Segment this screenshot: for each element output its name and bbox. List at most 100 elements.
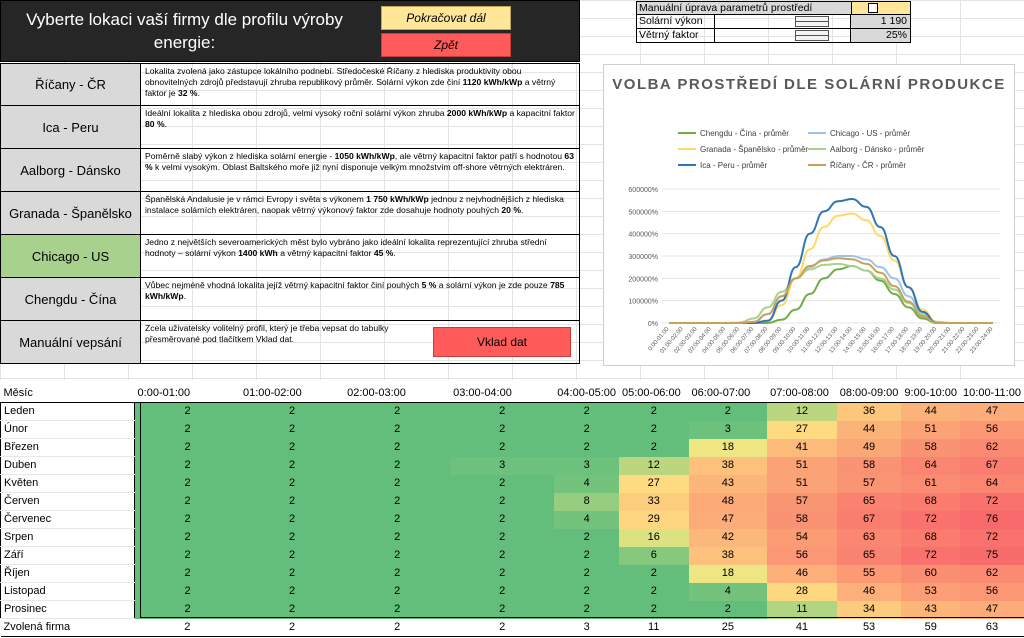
value-cell[interactable]: 68 xyxy=(901,528,961,547)
value-cell[interactable]: 2 xyxy=(450,528,555,547)
value-cell[interactable]: 6 xyxy=(619,546,689,565)
value-cell[interactable]: 4 xyxy=(554,510,619,529)
value-cell[interactable]: 2 xyxy=(134,492,240,511)
location-button[interactable]: Aalborg - Dánsko xyxy=(1,149,141,191)
value-cell[interactable]: 2 xyxy=(554,600,619,619)
value-cell[interactable]: 63 xyxy=(836,528,902,547)
month-cell[interactable]: Květen xyxy=(0,474,136,493)
value-cell[interactable]: 2 xyxy=(450,420,555,439)
value-cell[interactable]: 2 xyxy=(450,564,555,583)
value-cell[interactable]: 72 xyxy=(901,546,961,565)
value-cell[interactable]: 53 xyxy=(901,582,961,601)
value-cell[interactable]: 16 xyxy=(619,528,689,547)
value-cell[interactable]: 2 xyxy=(619,564,689,583)
value-cell[interactable]: 2 xyxy=(554,546,619,565)
value-cell[interactable]: 3 xyxy=(554,456,619,475)
value-cell[interactable]: 57 xyxy=(767,492,837,511)
value-cell[interactable]: 2 xyxy=(554,402,619,421)
value-cell[interactable]: 27 xyxy=(619,474,689,493)
location-button[interactable]: Granada - Španělsko xyxy=(1,192,141,234)
value-cell[interactable]: 2 xyxy=(554,438,619,457)
value-cell[interactable]: 2 xyxy=(619,582,689,601)
value-cell[interactable]: 2 xyxy=(239,402,345,421)
value-cell[interactable]: 2 xyxy=(239,582,345,601)
value-cell[interactable]: 2 xyxy=(344,474,451,493)
value-cell[interactable]: 56 xyxy=(960,582,1024,601)
wind-factor-spinner[interactable] xyxy=(795,30,829,41)
value-cell[interactable]: 12 xyxy=(767,402,837,421)
value-cell[interactable]: 51 xyxy=(901,420,961,439)
month-cell[interactable]: Listopad xyxy=(0,582,136,601)
value-cell[interactable]: 2 xyxy=(450,582,555,601)
value-cell[interactable]: 2 xyxy=(134,438,240,457)
month-cell[interactable]: Říjen xyxy=(0,564,136,583)
month-cell[interactable]: Duben xyxy=(0,456,136,475)
value-cell[interactable]: 42 xyxy=(688,528,768,547)
value-cell[interactable]: 72 xyxy=(960,528,1024,547)
value-cell[interactable]: 44 xyxy=(836,420,902,439)
value-cell[interactable]: 18 xyxy=(688,438,768,457)
month-cell[interactable]: Leden xyxy=(0,402,136,421)
value-cell[interactable]: 67 xyxy=(836,510,902,529)
value-cell[interactable]: 2 xyxy=(239,600,345,619)
value-cell[interactable]: 2 xyxy=(134,402,240,421)
value-cell[interactable]: 38 xyxy=(688,546,768,565)
value-cell[interactable]: 43 xyxy=(688,474,768,493)
value-cell[interactable]: 2 xyxy=(344,600,451,619)
value-cell[interactable]: 2 xyxy=(239,438,345,457)
value-cell[interactable]: 8 xyxy=(554,492,619,511)
value-cell[interactable]: 60 xyxy=(901,564,961,583)
manual-params-checkbox[interactable] xyxy=(868,3,878,13)
vklad-dat-button[interactable]: Vklad dat xyxy=(433,327,571,357)
value-cell[interactable]: 49 xyxy=(836,438,902,457)
value-cell[interactable]: 27 xyxy=(767,420,837,439)
value-cell[interactable]: 56 xyxy=(960,420,1024,439)
value-cell[interactable]: 29 xyxy=(619,510,689,529)
value-cell[interactable]: 58 xyxy=(836,456,902,475)
value-cell[interactable]: 2 xyxy=(134,528,240,547)
value-cell[interactable]: 43 xyxy=(901,600,961,619)
value-cell[interactable]: 76 xyxy=(960,510,1024,529)
value-cell[interactable]: 2 xyxy=(344,402,451,421)
value-cell[interactable]: 2 xyxy=(450,492,555,511)
value-cell[interactable]: 2 xyxy=(344,510,451,529)
value-cell[interactable]: 3 xyxy=(450,456,555,475)
month-cell[interactable]: Únor xyxy=(0,420,136,439)
value-cell[interactable]: 46 xyxy=(836,582,902,601)
continue-button[interactable]: Pokračovat dál xyxy=(381,6,511,30)
value-cell[interactable]: 2 xyxy=(554,582,619,601)
location-button[interactable]: Manuální vepsání xyxy=(1,321,141,363)
solar-power-spinner[interactable] xyxy=(795,16,829,27)
month-cell[interactable]: Březen xyxy=(0,438,136,457)
value-cell[interactable]: 2 xyxy=(134,510,240,529)
value-cell[interactable]: 2 xyxy=(134,420,240,439)
value-cell[interactable]: 2 xyxy=(134,456,240,475)
value-cell[interactable]: 2 xyxy=(134,564,240,583)
value-cell[interactable]: 33 xyxy=(619,492,689,511)
value-cell[interactable]: 2 xyxy=(554,528,619,547)
location-button[interactable]: Ica - Peru xyxy=(1,106,141,148)
location-button[interactable]: Chengdu - Čína xyxy=(1,278,141,320)
value-cell[interactable]: 11 xyxy=(767,600,837,619)
value-cell[interactable]: 34 xyxy=(836,600,902,619)
value-cell[interactable]: 57 xyxy=(836,474,902,493)
value-cell[interactable]: 51 xyxy=(767,456,837,475)
value-cell[interactable]: 12 xyxy=(619,456,689,475)
value-cell[interactable]: 72 xyxy=(901,510,961,529)
value-cell[interactable]: 2 xyxy=(134,600,240,619)
value-cell[interactable]: 41 xyxy=(767,438,837,457)
value-cell[interactable]: 47 xyxy=(960,402,1024,421)
wind-factor-value[interactable]: 25% xyxy=(851,29,910,42)
value-cell[interactable]: 2 xyxy=(239,510,345,529)
value-cell[interactable]: 64 xyxy=(901,456,961,475)
value-cell[interactable]: 2 xyxy=(450,510,555,529)
value-cell[interactable]: 2 xyxy=(450,438,555,457)
value-cell[interactable]: 2 xyxy=(344,528,451,547)
month-cell[interactable]: Červen xyxy=(0,492,136,511)
month-cell[interactable]: Září xyxy=(0,546,136,565)
value-cell[interactable]: 2 xyxy=(134,582,240,601)
value-cell[interactable]: 2 xyxy=(450,474,555,493)
month-cell[interactable]: Prosinec xyxy=(0,600,136,619)
value-cell[interactable]: 36 xyxy=(836,402,902,421)
value-cell[interactable]: 68 xyxy=(901,492,961,511)
